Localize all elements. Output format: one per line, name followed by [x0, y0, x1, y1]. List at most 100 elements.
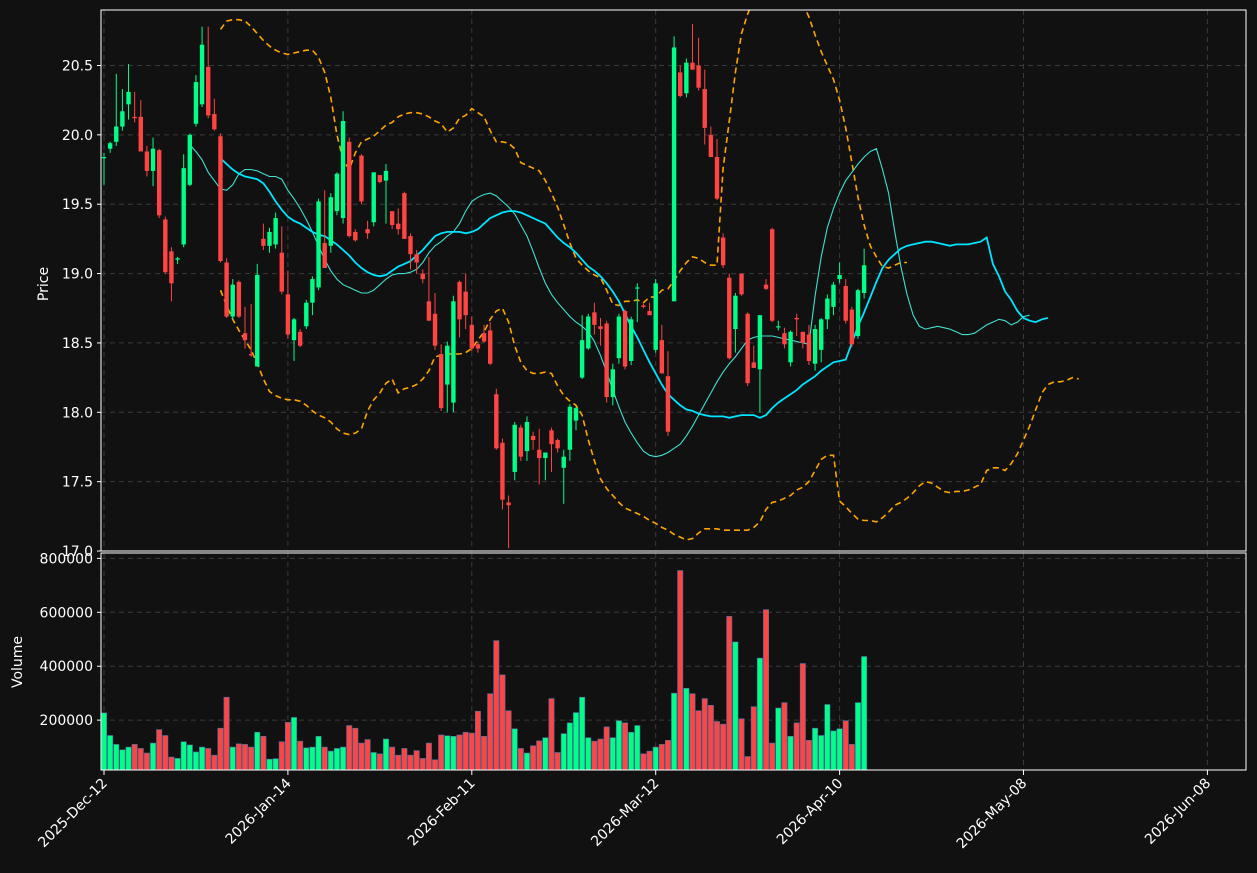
candle [849, 306, 855, 348]
candle-body [414, 254, 419, 263]
candle [819, 317, 824, 363]
volume-bar [848, 744, 855, 771]
candle [831, 281, 836, 316]
candle [573, 406, 579, 431]
candle-body [745, 313, 750, 384]
candle [432, 292, 438, 350]
candle [206, 26, 211, 119]
candle [586, 313, 591, 350]
volume-bar [566, 722, 573, 771]
volume-bar [272, 758, 279, 771]
candle-body [757, 315, 763, 370]
candle [389, 211, 395, 230]
volume-bar [701, 698, 708, 771]
volume-bar [658, 744, 665, 771]
volume-bar [652, 746, 659, 771]
candle-body [291, 319, 297, 341]
candle-body [849, 309, 855, 345]
volume-bar [205, 748, 212, 771]
candle [347, 137, 352, 238]
candle-body [383, 170, 389, 181]
volume-bar [413, 750, 420, 771]
volume-bar [131, 744, 138, 771]
candle-body [751, 362, 756, 368]
candle-body [702, 89, 707, 128]
candle-body [261, 238, 266, 246]
candle-body [408, 236, 413, 255]
volume-bar [628, 731, 635, 771]
candle-body [641, 305, 646, 307]
candle-body [310, 279, 315, 303]
volume-bar [364, 739, 371, 771]
candle [751, 345, 756, 368]
volume-bar [370, 752, 377, 771]
volume-bar [763, 609, 770, 771]
candle [340, 111, 346, 224]
candle [494, 388, 499, 450]
candle [285, 270, 291, 339]
candle [463, 273, 468, 330]
candle [714, 139, 720, 201]
lower-band-line [219, 289, 1079, 541]
candle-body [800, 331, 806, 343]
volume-bar [303, 747, 310, 771]
candle [702, 69, 707, 145]
price-tick-label: 18.5 [62, 336, 93, 352]
candle-body [248, 354, 254, 356]
candle-body [684, 62, 689, 94]
volume-bar [340, 746, 347, 771]
candle-body [365, 229, 370, 234]
candle-body [500, 442, 505, 500]
candle [671, 36, 677, 302]
volume-bar [297, 740, 304, 771]
candle-body [285, 294, 291, 335]
volume-bar [125, 746, 132, 771]
candle-body [720, 237, 726, 266]
candle [579, 315, 585, 379]
candle-body [255, 274, 260, 367]
candle-body [769, 229, 775, 321]
candle [794, 313, 799, 336]
candle-body [543, 452, 548, 459]
candle-body [524, 421, 530, 452]
candle-body [487, 330, 493, 364]
candle [248, 304, 254, 357]
candle [371, 172, 376, 227]
candle-body [230, 284, 235, 317]
volume-bar [775, 707, 782, 771]
candle-body [144, 151, 150, 171]
candle [187, 133, 193, 187]
volume-bar [634, 725, 641, 771]
candle [628, 316, 634, 366]
volume-bar [395, 754, 402, 771]
candle-body [236, 281, 242, 317]
candle [334, 172, 340, 216]
candle [261, 223, 266, 250]
candle [659, 324, 665, 374]
candle-body [279, 252, 284, 292]
candle-body [567, 406, 573, 450]
candle [114, 73, 119, 146]
volume-bar [346, 725, 353, 771]
candle-body [163, 219, 168, 273]
volume-bar [609, 737, 616, 771]
candle-body [659, 340, 665, 374]
candle [763, 279, 769, 291]
candle [402, 191, 407, 239]
candle-body [138, 116, 143, 152]
candle-body [340, 120, 346, 219]
candle-body [107, 143, 113, 149]
candle-body [316, 201, 321, 288]
volume-bar [793, 722, 800, 771]
candle-body [389, 211, 395, 226]
candle [696, 37, 701, 91]
candle [610, 363, 615, 406]
candle-body [328, 197, 334, 246]
candle-body [475, 344, 481, 349]
volume-bar [585, 737, 592, 771]
volume-bar [732, 641, 739, 771]
volume-bar [150, 742, 157, 771]
candle-body [690, 62, 695, 70]
candle [212, 98, 217, 131]
